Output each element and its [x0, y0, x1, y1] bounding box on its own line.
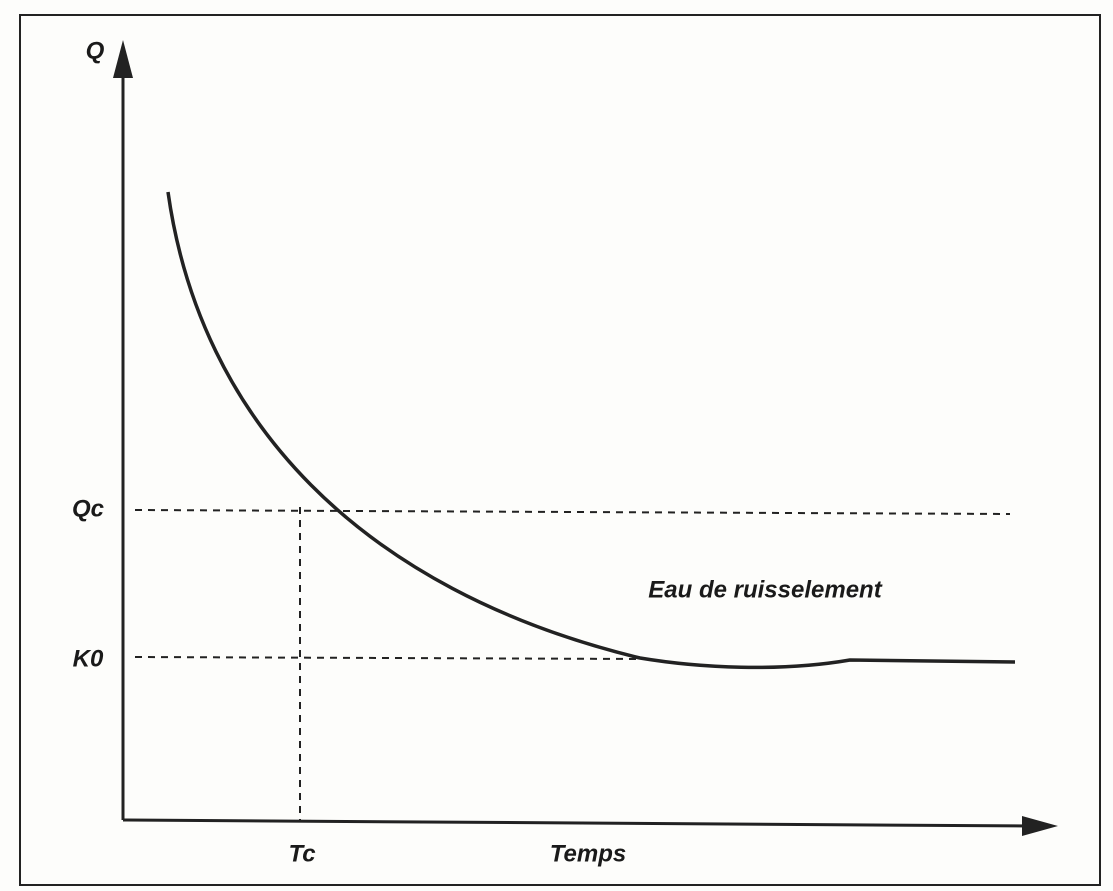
x-axis-label: Temps [550, 840, 626, 867]
recession-curve [166, 191, 1016, 670]
k0-label: K0 [73, 645, 104, 672]
x-axis [122, 818, 1031, 828]
annotation: Eau de ruisselement [648, 576, 882, 603]
qc-label: Qc [72, 495, 104, 522]
x-axis-arrow [1022, 816, 1058, 836]
k0-guide [134, 656, 641, 660]
y-axis-arrow [113, 40, 133, 78]
y-axis-label: Q [86, 37, 105, 64]
tc-label: Tc [288, 840, 315, 867]
qc-guide [134, 509, 1011, 515]
frame [19, 14, 1101, 886]
